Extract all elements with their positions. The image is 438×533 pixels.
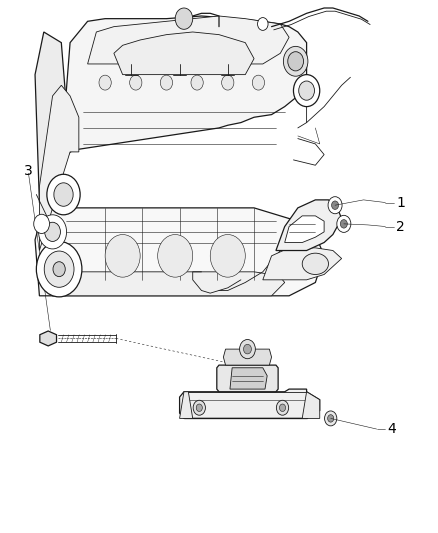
Circle shape — [258, 18, 268, 30]
Circle shape — [44, 251, 74, 287]
Circle shape — [252, 75, 265, 90]
Polygon shape — [48, 272, 285, 296]
Circle shape — [293, 75, 320, 107]
Polygon shape — [223, 349, 272, 365]
Polygon shape — [35, 32, 70, 203]
Circle shape — [340, 220, 347, 228]
Ellipse shape — [302, 253, 328, 274]
Polygon shape — [180, 389, 320, 418]
Polygon shape — [88, 16, 289, 64]
Text: 3: 3 — [24, 164, 33, 177]
Circle shape — [47, 174, 80, 215]
Circle shape — [276, 400, 289, 415]
Circle shape — [196, 404, 202, 411]
Circle shape — [288, 52, 304, 71]
Circle shape — [99, 75, 111, 90]
Circle shape — [279, 404, 286, 411]
Circle shape — [54, 183, 73, 206]
Circle shape — [45, 222, 60, 241]
Circle shape — [222, 75, 234, 90]
Circle shape — [36, 241, 82, 297]
Circle shape — [337, 215, 351, 232]
Circle shape — [160, 75, 173, 90]
Circle shape — [130, 75, 142, 90]
Polygon shape — [276, 200, 342, 251]
Circle shape — [191, 75, 203, 90]
Polygon shape — [39, 85, 79, 251]
Circle shape — [105, 235, 140, 277]
Circle shape — [158, 235, 193, 277]
Circle shape — [244, 344, 251, 354]
Polygon shape — [263, 248, 342, 280]
Text: 1: 1 — [396, 196, 405, 209]
Circle shape — [328, 415, 334, 422]
Polygon shape — [114, 32, 254, 75]
Polygon shape — [61, 16, 307, 155]
Circle shape — [39, 215, 67, 249]
Circle shape — [299, 81, 314, 100]
Polygon shape — [217, 365, 278, 392]
Circle shape — [332, 201, 339, 209]
Polygon shape — [230, 368, 267, 389]
Polygon shape — [35, 208, 324, 296]
Circle shape — [325, 411, 337, 426]
Circle shape — [328, 197, 342, 214]
Polygon shape — [285, 216, 324, 243]
Text: 2: 2 — [396, 220, 405, 233]
Circle shape — [175, 8, 193, 29]
Circle shape — [34, 214, 49, 233]
Polygon shape — [40, 331, 57, 346]
Circle shape — [283, 46, 308, 76]
Circle shape — [210, 235, 245, 277]
Polygon shape — [302, 392, 320, 418]
Polygon shape — [180, 392, 193, 418]
Circle shape — [193, 400, 205, 415]
Circle shape — [240, 340, 255, 359]
Text: 4: 4 — [388, 422, 396, 436]
Circle shape — [53, 262, 65, 277]
